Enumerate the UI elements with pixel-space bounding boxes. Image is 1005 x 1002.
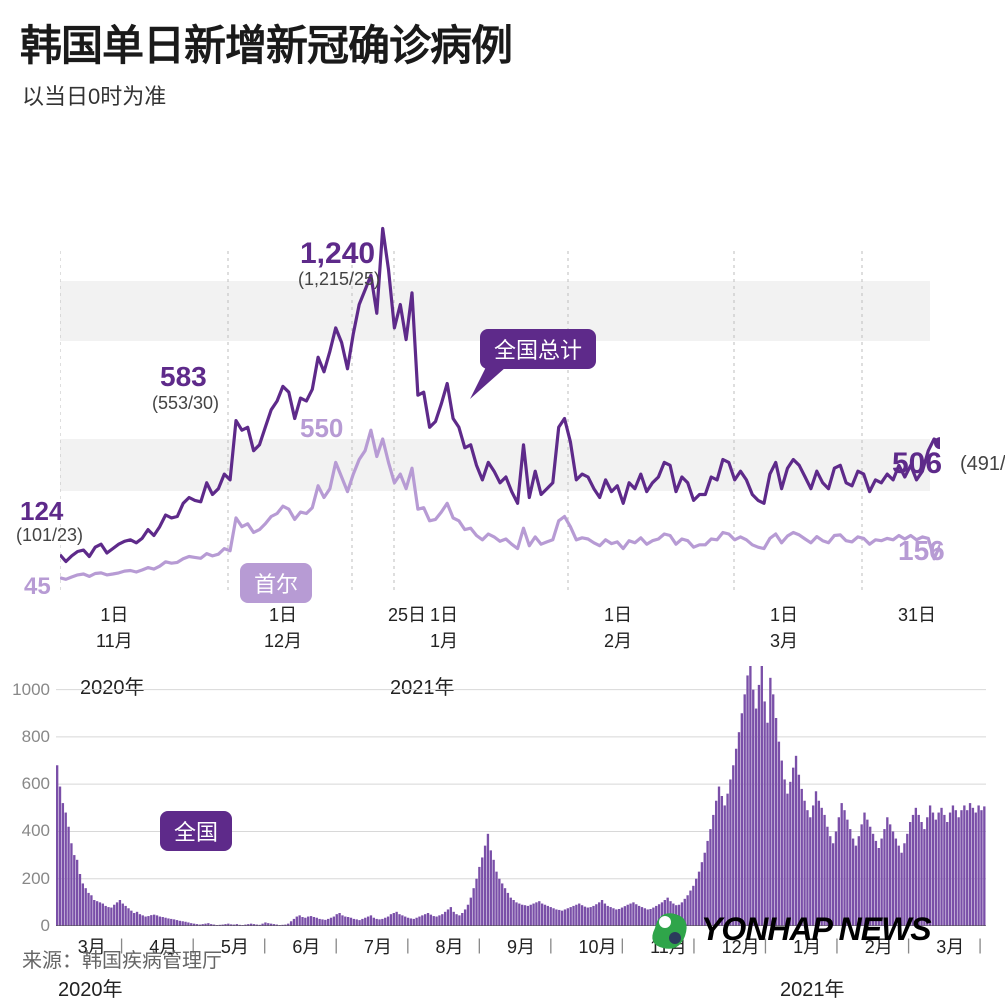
chart-title: 韩国单日新增新冠确诊病例 xyxy=(0,0,1005,73)
line-xtick: 25日 xyxy=(388,601,426,627)
line-xtick: 1日12月 xyxy=(264,601,302,653)
source-label: 来源：韩国疾病管理厅 xyxy=(22,944,222,973)
chart-subtitle: 以当日0时为准 xyxy=(0,73,1005,111)
bar-ytick: 400 xyxy=(6,821,50,841)
bar-year-2021: 2021年 xyxy=(780,973,845,1002)
annot-a45: 45 xyxy=(24,573,51,601)
line-xtick: 1日3月 xyxy=(770,601,798,653)
annot-a1240_sub: (1,215/25) xyxy=(298,269,380,290)
bar-chart xyxy=(56,666,986,926)
logo-text: YONHAP NEWS xyxy=(701,911,932,947)
annot-a506_sub: (491/15) xyxy=(960,453,1005,476)
bar-xtick: 10月 xyxy=(579,933,617,959)
bar-ytick: 800 xyxy=(6,727,50,747)
line-xtick: 1日2月 xyxy=(604,601,632,653)
line-xtick: 1日11月 xyxy=(96,601,133,653)
bar-xtick: 5月 xyxy=(221,933,249,959)
annot-a124_main: 124 xyxy=(20,496,63,527)
callout-seoul: 首尔 xyxy=(240,563,312,603)
bar-year-2020: 2020年 xyxy=(58,973,123,1002)
line-xtick: 31日 xyxy=(898,601,936,627)
bar-xtick: 6月 xyxy=(292,933,320,959)
annot-a156: 156 xyxy=(898,535,945,567)
line-xtick: 1日1月 xyxy=(430,601,458,653)
bar-ytick: 600 xyxy=(6,774,50,794)
annot-a1240_main: 1,240 xyxy=(300,237,375,271)
bar-ytick: 0 xyxy=(6,916,50,936)
logo-svg: YONHAP NEWS xyxy=(645,904,965,952)
annot-a506_main: 506 xyxy=(892,447,942,481)
logo: YONHAP NEWS xyxy=(645,904,965,957)
callout-bar-national: 全国 xyxy=(160,811,232,851)
annot-a550: 550 xyxy=(300,413,343,444)
bar-xtick: 7月 xyxy=(364,933,392,959)
annot-a583_main: 583 xyxy=(160,361,207,393)
bar-ytick: 1000 xyxy=(6,680,50,700)
annot-a583_sub: (553/30) xyxy=(152,393,219,414)
bar-xtick: 8月 xyxy=(435,933,463,959)
bar-xtick: 9月 xyxy=(507,933,535,959)
callout-national-tail xyxy=(460,359,520,419)
bar-ytick: 200 xyxy=(6,869,50,889)
annot-a124_sub: (101/23) xyxy=(16,525,83,546)
